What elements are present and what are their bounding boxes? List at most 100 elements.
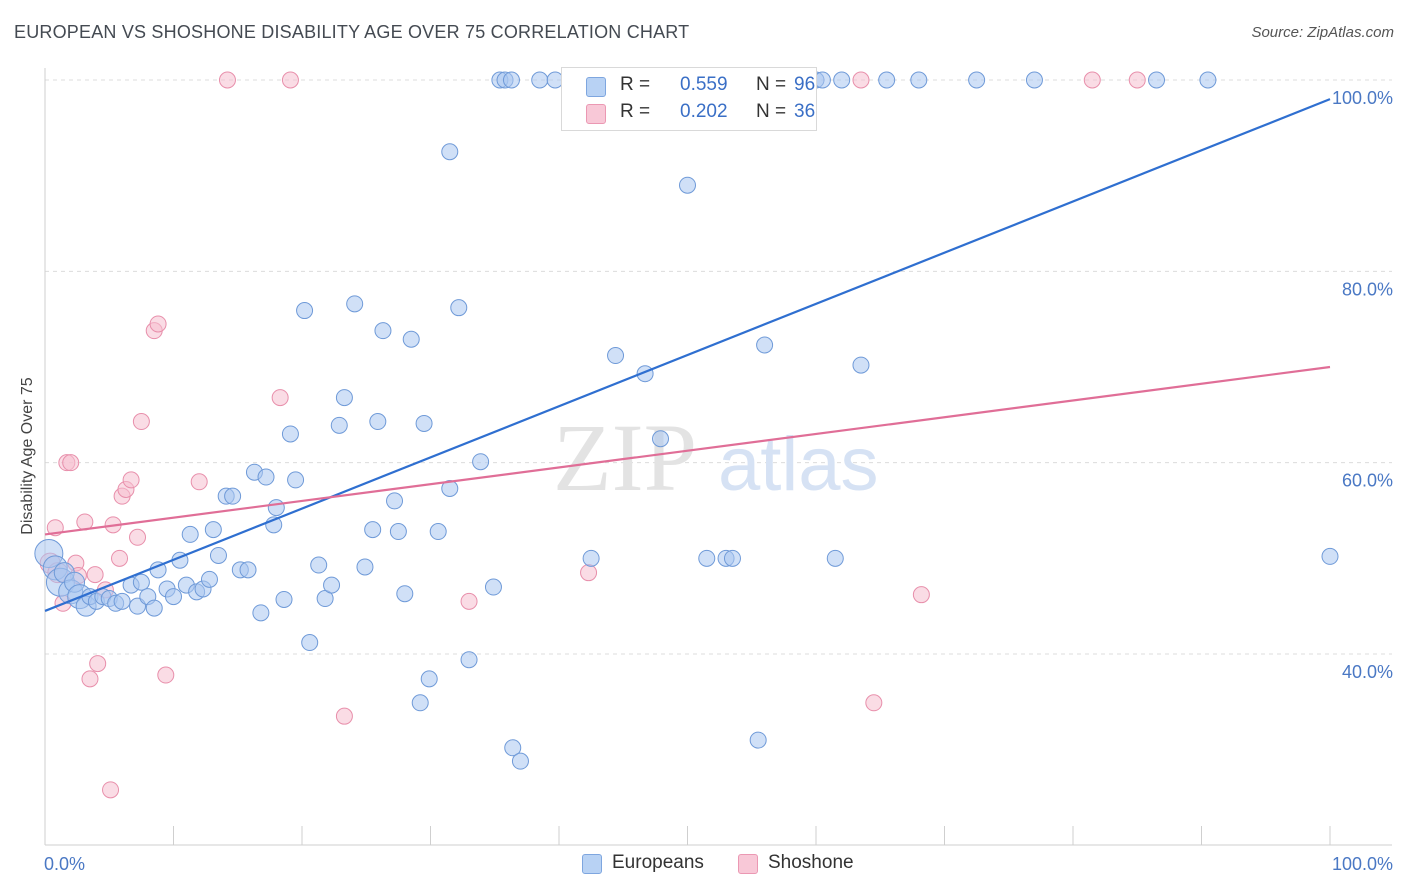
- europeans-point: [472, 453, 490, 471]
- europeans-point: [723, 549, 741, 567]
- europeans-point: [209, 546, 227, 564]
- europeans-point: [113, 592, 131, 610]
- europeans-point: [204, 521, 222, 539]
- europeans-point: [374, 322, 392, 340]
- europeans-point: [346, 295, 364, 313]
- europeans-point: [281, 425, 299, 443]
- europeans-point: [460, 651, 478, 669]
- europeans-legend-swatch: [582, 854, 602, 874]
- europeans-point: [224, 487, 242, 505]
- europeans-point: [335, 389, 353, 407]
- shoshone-point: [281, 71, 299, 89]
- europeans-point: [679, 176, 696, 194]
- axes: [44, 68, 1392, 846]
- europeans-point: [239, 561, 257, 579]
- shoshone-point: [149, 315, 167, 333]
- europeans-point: [910, 71, 928, 89]
- europeans-point: [310, 556, 328, 574]
- shoshone-point: [62, 454, 80, 472]
- europeans-point: [287, 471, 305, 489]
- shoshone-point: [129, 528, 147, 546]
- europeans-point: [652, 430, 670, 448]
- gridlines: [45, 79, 1392, 655]
- chart-title: EUROPEAN VS SHOSHONE DISABILITY AGE OVER…: [14, 22, 690, 42]
- shoshone-point: [580, 564, 598, 582]
- europeans-swatch: [586, 77, 606, 97]
- europeans-point: [1025, 71, 1043, 89]
- europeans-point: [1321, 547, 1339, 565]
- shoshone-point: [86, 566, 104, 584]
- europeans-point: [582, 549, 600, 567]
- legend-n-label: N =: [756, 74, 787, 95]
- watermark-atlas: atlas: [718, 422, 879, 507]
- shoshone-point: [81, 670, 99, 688]
- europeans-point: [275, 590, 293, 608]
- europeans-point: [450, 299, 468, 317]
- europeans-point: [756, 336, 774, 354]
- tick-labels: 40.0% 60.0% 80.0% 100.0% 0.0% 100.0%: [44, 88, 1393, 874]
- europeans-point: [389, 523, 407, 541]
- legend-n-label: N =: [756, 101, 787, 122]
- shoshone-point: [865, 694, 883, 712]
- europeans-point: [504, 739, 522, 757]
- y-tick-label: 40.0%: [1342, 662, 1393, 682]
- legend-n-value: 96: [794, 74, 816, 95]
- europeans-point: [132, 573, 150, 591]
- shoshone-point: [102, 781, 120, 799]
- europeans-point: [1199, 71, 1217, 89]
- europeans-point: [200, 570, 218, 588]
- europeans-point: [145, 599, 163, 617]
- europeans-point: [429, 523, 447, 541]
- europeans-point: [296, 302, 314, 320]
- legend-n-value: 36: [794, 101, 816, 122]
- europeans-point: [165, 588, 182, 606]
- europeans-point: [826, 549, 844, 567]
- europeans-point: [364, 521, 382, 539]
- watermark-zip: ZIP: [553, 404, 697, 511]
- shoshone-point: [271, 389, 289, 407]
- europeans-point: [257, 468, 275, 486]
- europeans-point: [968, 71, 986, 89]
- europeans-point: [415, 414, 433, 432]
- source-credit: Source: ZipAtlas.com: [1251, 24, 1394, 41]
- x-tick-label: 0.0%: [44, 854, 85, 874]
- europeans-point: [833, 71, 851, 89]
- shoshone-point: [89, 655, 107, 673]
- shoshone-point: [460, 592, 478, 610]
- europeans-point: [323, 576, 341, 594]
- europeans-point: [386, 492, 404, 510]
- europeans-legend-label: Europeans: [612, 852, 704, 873]
- legend-r-value: 0.202: [680, 101, 728, 122]
- legend-r-value: 0.559: [680, 74, 728, 95]
- x-tick-label: 100.0%: [1332, 854, 1393, 874]
- watermark: ZIP atlas: [553, 404, 879, 511]
- europeans-point: [878, 71, 896, 89]
- legend-r-label: R =: [620, 101, 651, 122]
- europeans-point: [181, 525, 199, 543]
- shoshone-point: [190, 473, 208, 491]
- europeans-point: [402, 330, 420, 348]
- europeans-point: [852, 356, 870, 374]
- europeans-point: [369, 413, 387, 431]
- europeans-point: [511, 752, 529, 770]
- europeans-point: [698, 549, 716, 567]
- shoshone-point: [132, 413, 150, 431]
- europeans-point: [441, 143, 459, 161]
- europeans-point: [1148, 71, 1166, 89]
- shoshone-point: [157, 666, 175, 684]
- europeans-point: [267, 499, 285, 517]
- shoshone-point: [852, 71, 870, 89]
- shoshone-point: [912, 586, 930, 604]
- stats-legend: R = 0.559 N = 96 R = 0.202 N = 36: [561, 67, 817, 131]
- europeans-point: [330, 416, 348, 434]
- shoshone-legend-swatch: [738, 854, 758, 874]
- europeans-trend-line: [44, 98, 1331, 612]
- europeans-point: [420, 670, 438, 688]
- europeans-point: [411, 694, 429, 712]
- europeans-point: [607, 347, 625, 365]
- y-tick-label: 60.0%: [1342, 471, 1393, 491]
- y-tick-label: 100.0%: [1332, 88, 1393, 108]
- y-tick-label: 80.0%: [1342, 279, 1393, 299]
- shoshone-point: [122, 471, 140, 489]
